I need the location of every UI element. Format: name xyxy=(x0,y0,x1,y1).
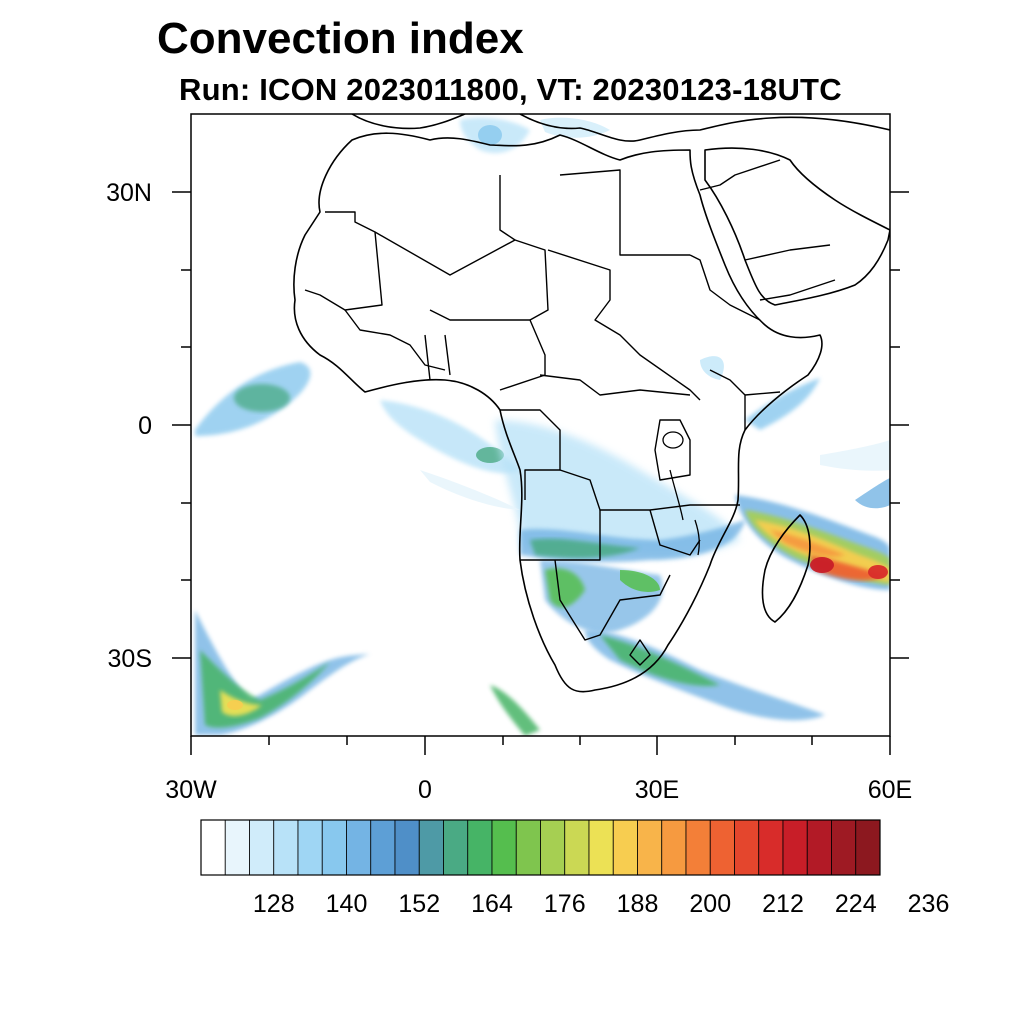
colorbar-label: 236 xyxy=(908,890,950,918)
colorbar-label: 188 xyxy=(617,890,659,918)
lat-label-0: 0 xyxy=(138,412,152,440)
lon-label-30e: 30E xyxy=(635,776,679,804)
madagascar-coastline xyxy=(761,514,811,623)
colorbar-box xyxy=(200,819,226,876)
lon-label-60e: 60E xyxy=(868,776,912,804)
colorbar-label: 212 xyxy=(762,890,804,918)
colorbar-box xyxy=(515,819,541,876)
colorbar-box xyxy=(758,819,784,876)
colorbar-box xyxy=(637,819,663,876)
lon-label-0: 0 xyxy=(418,776,432,804)
colorbar xyxy=(200,819,881,876)
africa-coastline xyxy=(293,132,823,693)
colorbar-box xyxy=(224,819,250,876)
colorbar-label: 140 xyxy=(326,890,368,918)
colorbar-box xyxy=(418,819,444,876)
colorbar-label: 128 xyxy=(253,890,295,918)
colorbar-label: 224 xyxy=(835,890,877,918)
colorbar-box xyxy=(491,819,517,876)
colorbar-box xyxy=(321,819,347,876)
colorbar-label: 152 xyxy=(398,890,440,918)
colorbar-box xyxy=(782,819,808,876)
colorbar-box xyxy=(661,819,687,876)
country-borders xyxy=(304,159,836,666)
colorbar-box xyxy=(297,819,323,876)
colorbar-box xyxy=(855,819,881,876)
colorbar-box xyxy=(249,819,275,876)
colorbar-box xyxy=(734,819,760,876)
colorbar-labels: 128 140 152 164 176 188 200 212 224 236 xyxy=(253,890,949,918)
colorbar-box xyxy=(394,819,420,876)
coastlines xyxy=(293,114,890,693)
convection-field xyxy=(195,117,890,736)
colorbar-box xyxy=(346,819,372,876)
lat-label-30n: 30N xyxy=(106,179,152,207)
colorbar-box xyxy=(443,819,469,876)
colorbar-box xyxy=(806,819,832,876)
colorbar-box xyxy=(709,819,735,876)
colorbar-label: 176 xyxy=(544,890,586,918)
colorbar-box xyxy=(564,819,590,876)
colorbar-label: 200 xyxy=(689,890,731,918)
colorbar-box xyxy=(685,819,711,876)
chart-subtitle: Run: ICON 2023011800, VT: 20230123-18UTC xyxy=(179,72,842,107)
map-ticks xyxy=(172,191,909,755)
colorbar-box xyxy=(370,819,396,876)
colorbar-box xyxy=(831,819,857,876)
colorbar-box xyxy=(612,819,638,876)
colorbar-frame xyxy=(200,819,881,876)
colorbar-box xyxy=(588,819,614,876)
colorbar-label: 164 xyxy=(471,890,513,918)
chart-title: Convection index xyxy=(157,14,524,63)
colorbar-box xyxy=(273,819,299,876)
map-background xyxy=(191,114,890,736)
colorbar-box xyxy=(467,819,493,876)
europe-coastline xyxy=(351,114,890,142)
lon-label-30w: 30W xyxy=(165,776,217,804)
colorbar-box xyxy=(540,819,566,876)
lat-label-30s: 30S xyxy=(108,645,152,673)
